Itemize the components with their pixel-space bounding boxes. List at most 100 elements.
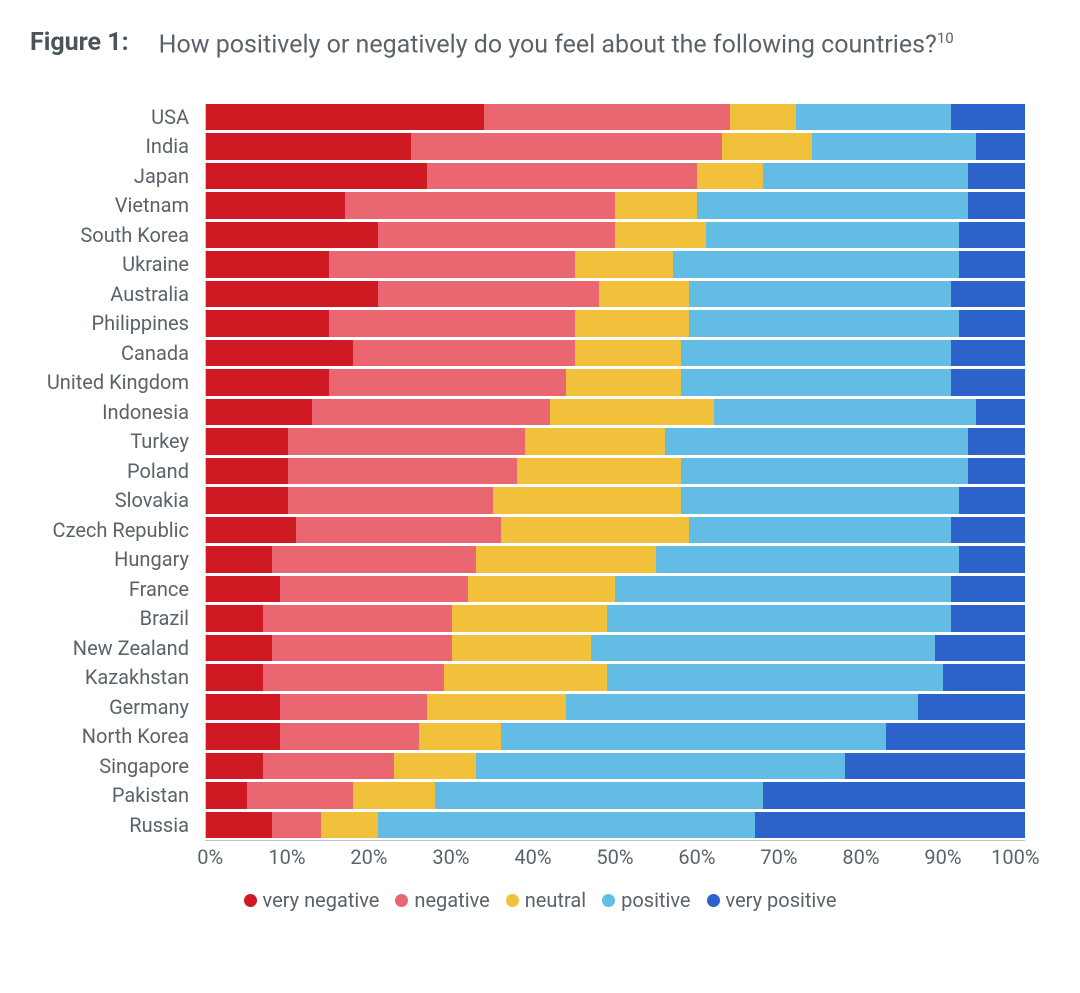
country-label: Australia	[30, 282, 195, 306]
bar-segment	[575, 310, 690, 337]
stacked-bar	[205, 340, 1025, 367]
bar-segment	[206, 399, 312, 426]
bar-segment	[321, 812, 378, 839]
x-tick-label: 80%	[842, 845, 879, 869]
bar-segment	[427, 694, 566, 721]
x-axis: 0%10%20%30%40%50%60%70%80%90%100%	[205, 840, 1025, 870]
bar-segment	[411, 133, 722, 160]
legend-label: negative	[414, 888, 489, 912]
bar-row: Kazakhstan	[205, 663, 1025, 693]
bar-segment	[665, 428, 968, 455]
legend-label: neutral	[525, 888, 586, 912]
bar-segment	[206, 753, 263, 780]
country-label: Slovakia	[30, 488, 195, 512]
bar-segment	[427, 163, 697, 190]
bar-segment	[615, 576, 951, 603]
figure-label: Figure 1:	[30, 28, 129, 57]
bar-segment	[681, 340, 951, 367]
bar-segment	[976, 133, 1025, 160]
bar-row: North Korea	[205, 722, 1025, 752]
bar-segment	[329, 310, 575, 337]
bar-row: Hungary	[205, 545, 1025, 575]
bar-segment	[935, 635, 1025, 662]
bar-segment	[206, 133, 411, 160]
footnote-ref: 10	[937, 29, 954, 47]
bar-row: Slovakia	[205, 486, 1025, 516]
x-tick-label: 20%	[350, 845, 387, 869]
stacked-bar	[205, 192, 1025, 219]
bar-segment	[714, 399, 976, 426]
country-label: India	[30, 134, 195, 158]
bar-row: Poland	[205, 456, 1025, 486]
bar-row: Pakistan	[205, 781, 1025, 811]
chart: USAIndiaJapanVietnamSouth KoreaUkraineAu…	[30, 102, 1050, 870]
bar-segment	[378, 812, 755, 839]
country-label: Philippines	[30, 311, 195, 335]
bar-row: USA	[205, 102, 1025, 132]
stacked-bar	[205, 517, 1025, 544]
bar-segment	[206, 458, 288, 485]
legend-swatch-icon	[506, 894, 519, 907]
country-label: Poland	[30, 459, 195, 483]
bar-segment	[206, 251, 329, 278]
bar-segment	[501, 517, 689, 544]
bar-segment	[517, 458, 681, 485]
bar-segment	[263, 605, 451, 632]
bar-segment	[280, 694, 427, 721]
stacked-bar	[205, 605, 1025, 632]
bar-row: South Korea	[205, 220, 1025, 250]
legend-label: positive	[621, 888, 690, 912]
bar-segment	[493, 487, 681, 514]
bar-segment	[296, 517, 501, 544]
legend-swatch-icon	[602, 894, 615, 907]
bar-segment	[706, 222, 960, 249]
bar-segment	[329, 369, 567, 396]
stacked-bar	[205, 723, 1025, 750]
stacked-bar	[205, 753, 1025, 780]
country-label: France	[30, 577, 195, 601]
bar-segment	[656, 546, 959, 573]
stacked-bar	[205, 458, 1025, 485]
country-label: Pakistan	[30, 783, 195, 807]
bar-segment	[476, 546, 656, 573]
bar-segment	[697, 163, 763, 190]
bar-segment	[951, 281, 1025, 308]
legend-item: neutral	[506, 888, 586, 912]
bar-row: New Zealand	[205, 633, 1025, 663]
bar-segment	[378, 222, 616, 249]
stacked-bar	[205, 576, 1025, 603]
bar-segment	[345, 192, 615, 219]
bar-segment	[763, 782, 1025, 809]
legend-swatch-icon	[244, 894, 257, 907]
bar-segment	[959, 251, 1025, 278]
stacked-bar	[205, 664, 1025, 691]
stacked-bar	[205, 310, 1025, 337]
bar-segment	[951, 340, 1025, 367]
bar-segment	[501, 723, 886, 750]
country-label: New Zealand	[30, 636, 195, 660]
bar-segment	[755, 812, 1025, 839]
bar-segment	[566, 694, 918, 721]
bar-row: Japan	[205, 161, 1025, 191]
bar-segment	[280, 723, 419, 750]
bar-segment	[968, 458, 1025, 485]
bar-segment	[206, 487, 288, 514]
country-label: Germany	[30, 695, 195, 719]
bar-segment	[288, 458, 517, 485]
bar-segment	[525, 428, 664, 455]
bar-segment	[599, 281, 689, 308]
bar-segment	[288, 428, 526, 455]
stacked-bar	[205, 163, 1025, 190]
bar-segment	[476, 753, 845, 780]
x-tick-label: 90%	[924, 845, 961, 869]
bar-segment	[681, 458, 968, 485]
bar-segment	[959, 487, 1025, 514]
x-tick-label: 40%	[514, 845, 551, 869]
bar-segment	[689, 281, 951, 308]
stacked-bar	[205, 222, 1025, 249]
x-tick-label: 10%	[268, 845, 305, 869]
bar-row: India	[205, 132, 1025, 162]
stacked-bar	[205, 812, 1025, 839]
bar-row: Singapore	[205, 751, 1025, 781]
figure-title-text: How positively or negatively do you feel…	[159, 30, 937, 59]
